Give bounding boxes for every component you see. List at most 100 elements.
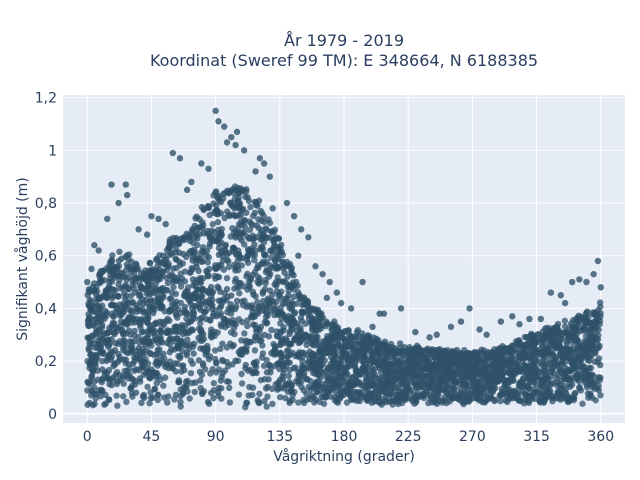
data-point [231,330,238,338]
data-point [266,173,274,180]
data-point [594,307,602,314]
data-point [264,312,271,319]
data-point [412,328,419,336]
data-point [310,393,317,401]
data-point [246,247,254,254]
data-point [181,268,189,275]
data-point [547,348,554,356]
data-point [212,189,219,196]
data-point [171,396,178,403]
data-point [156,333,163,340]
data-point [230,324,238,332]
data-point [352,355,359,362]
data-point [311,399,318,406]
data-point [350,347,357,354]
data-point [175,240,183,248]
data-point [232,212,239,220]
data-point [479,349,486,356]
data-point [355,392,362,400]
data-point [123,398,130,406]
data-point [254,273,262,280]
data-point [397,305,405,312]
data-point [254,308,262,315]
data-point [284,388,292,395]
data-point [509,342,517,349]
data-point [289,315,296,323]
data-point [575,378,583,385]
data-point [257,323,265,331]
data-point [161,355,168,362]
data-point [523,383,530,390]
x-tick-label: 270 [459,429,486,445]
data-point [154,262,161,269]
data-point [343,399,351,406]
data-point [279,376,287,383]
data-point [145,340,152,348]
data-point [133,315,141,323]
data-point [174,343,181,350]
data-point [325,364,332,371]
data-point [498,390,505,398]
data-point [86,322,93,329]
data-point [594,385,601,392]
data-point [586,335,594,343]
data-point [152,271,160,279]
data-point [229,343,236,350]
data-point [259,290,266,297]
data-point [171,360,179,367]
data-point [412,352,420,359]
data-point [223,285,231,293]
data-point [264,383,271,391]
data-point [175,377,183,384]
data-point [284,273,291,280]
data-point [186,237,194,245]
data-point [269,205,276,212]
data-point [225,258,232,265]
data-point [234,224,242,232]
data-point [324,389,332,396]
data-point [502,361,509,368]
data-point [251,209,259,217]
data-point [183,186,191,194]
data-point [205,254,213,261]
data-point [320,400,328,407]
data-point [159,284,167,292]
data-point [374,379,381,387]
data-point [225,378,233,385]
data-point [127,292,135,300]
data-point [475,392,483,399]
data-point [566,381,573,388]
data-point [392,360,399,367]
data-point [280,278,288,285]
data-point [96,313,103,321]
data-point [259,350,267,357]
data-point [267,262,274,269]
data-point [290,293,297,300]
data-point [540,378,547,386]
data-point [563,329,570,336]
x-tick-label: 45 [143,429,161,445]
data-point [557,292,565,299]
data-point [206,211,213,219]
data-point [268,326,275,334]
data-point [265,376,272,383]
data-point [488,387,495,394]
data-point [215,297,223,304]
data-point [168,251,175,258]
data-point [156,318,164,326]
data-point [198,286,206,293]
data-point [176,354,184,362]
data-point [242,365,249,372]
data-point [298,317,305,325]
data-point [197,384,204,392]
data-point [189,360,196,367]
data-point [483,331,490,338]
data-point [382,368,389,376]
data-point [126,338,134,345]
data-point [281,339,288,347]
data-point [164,399,171,406]
data-point [230,261,238,269]
data-point [538,361,545,368]
data-point [392,384,400,391]
data-point [358,330,366,337]
